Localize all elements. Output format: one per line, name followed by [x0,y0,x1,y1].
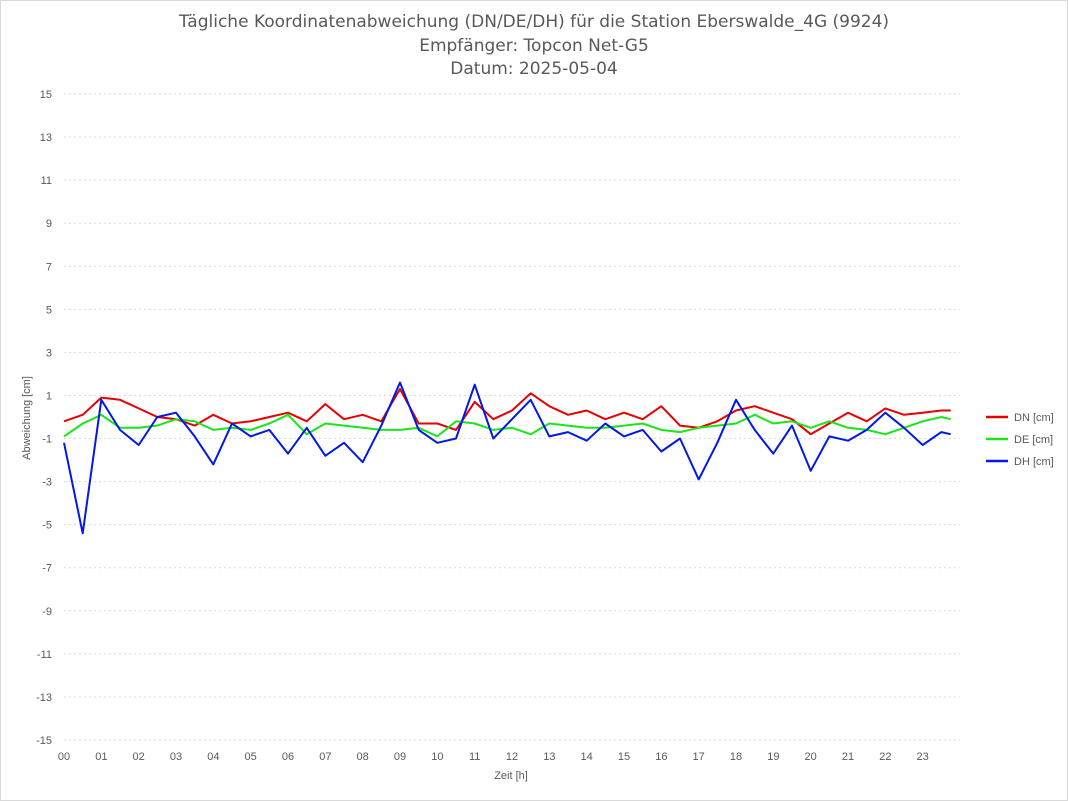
x-tick-labels: 00 01 02 03 04 05 06 07 08 09 10 11 12 13 14 15 16 17 18 19… [58,751,929,763]
x-tick-label: 01 [95,751,107,763]
y-tick-label: 13 [40,132,52,144]
y-tick-label: -7 [42,563,52,575]
legend-label: DN [cm] [1014,412,1054,424]
x-tick-label: 16 [655,751,667,763]
x-tick-label: 21 [842,751,854,763]
chart-subtitle-receiver: Empfänger: Topcon Net-G5 [419,36,649,56]
x-tick-label: 17 [693,751,705,763]
x-axis-label: Zeit [h] [494,770,528,782]
y-tick-label: 9 [46,218,52,230]
y-tick-labels: 15 13 11 9 7 5 3 1 -1 -3 -5 -7 -9 -11 -13 -15 [36,89,52,747]
x-tick-label: 12 [506,751,518,763]
y-tick-label: -1 [42,434,52,446]
legend-label: DH [cm] [1014,456,1054,468]
x-tick-label: 00 [58,751,70,763]
y-tick-label: 5 [46,304,52,316]
y-tick-label: -13 [36,692,52,704]
x-tick-label: 04 [207,751,219,763]
legend-label: DE [cm] [1014,434,1053,446]
y-tick-label: -11 [37,649,52,661]
x-tick-label: 11 [469,751,480,763]
y-tick-label: -15 [36,735,52,747]
y-tick-label: -9 [42,606,52,618]
y-tick-label: 3 [46,347,52,359]
y-tick-label: 11 [41,175,52,187]
x-tick-label: 13 [543,751,555,763]
y-tick-label: 15 [40,89,52,101]
x-tick-label: 15 [618,751,630,763]
y-axis-label: Abweichung [cm] [21,376,33,460]
grid-lines [64,93,960,741]
x-tick-label: 18 [730,751,742,763]
x-tick-label: 14 [581,751,593,763]
series-line-dn [63,388,951,436]
y-tick-label: -5 [42,520,52,532]
chart-title: Tägliche Koordinatenabweichung (DN/DE/DH… [178,12,890,32]
chart-subtitle-date: Datum: 2025-05-04 [450,59,618,79]
x-tick-label: 05 [245,751,257,763]
y-tick-label: 1 [46,390,52,402]
x-tick-label: 09 [394,751,406,763]
x-tick-label: 22 [879,751,891,763]
y-tick-label: -3 [42,477,52,489]
series-line-de [63,413,951,438]
x-tick-label: 23 [917,751,929,763]
x-tick-label: 07 [319,751,331,763]
x-tick-label: 02 [133,751,145,763]
x-tick-label: 03 [170,751,182,763]
x-tick-label: 19 [767,751,779,763]
x-tick-label: 08 [357,751,369,763]
x-tick-label: 10 [431,751,443,763]
x-tick-label: 20 [805,751,817,763]
legend: DN [cm] DE [cm] DH [cm] [986,412,1054,468]
series-lines [63,381,951,535]
x-tick-label: 06 [282,751,294,763]
series-line-dh [63,381,951,535]
y-tick-label: 7 [46,261,52,273]
